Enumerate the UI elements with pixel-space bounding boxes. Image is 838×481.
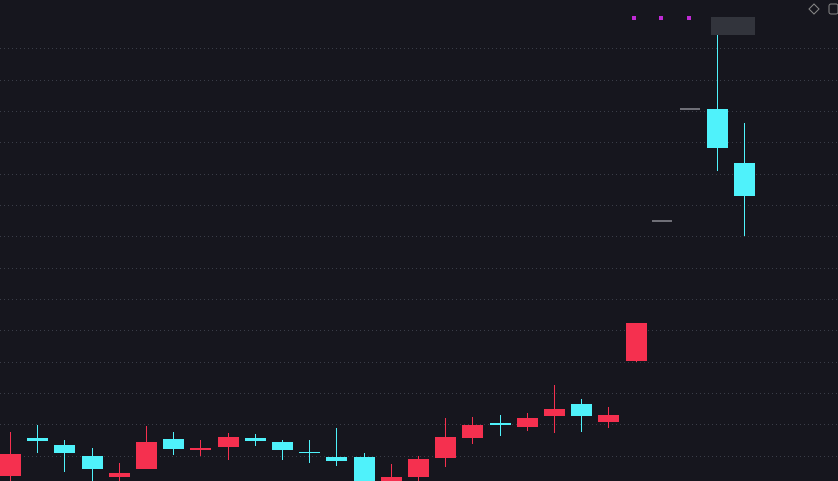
candle-body [54, 445, 75, 453]
candle-body [490, 423, 511, 425]
candle-body [272, 442, 293, 450]
panel-icon[interactable] [828, 3, 838, 15]
candle-body [598, 415, 619, 422]
candle-body [218, 437, 239, 447]
candle-body [517, 418, 538, 427]
indicator-dot [687, 16, 691, 20]
candle-body [27, 438, 48, 441]
candle-body [544, 409, 565, 416]
candle-body [82, 456, 103, 469]
candle-body [381, 477, 402, 481]
candle-body [707, 109, 728, 148]
candle-body [408, 459, 429, 477]
blurred-label [711, 17, 755, 35]
candle-body [435, 437, 456, 458]
candles [0, 35, 755, 481]
candle-body [626, 323, 647, 361]
candle-body [0, 454, 21, 476]
candle-body [326, 457, 347, 461]
indicator-dot [632, 16, 636, 20]
candle-body [109, 473, 130, 477]
candle-body [163, 439, 184, 449]
candle-body [190, 448, 211, 450]
indicator-dot [659, 16, 663, 20]
candle-body [136, 442, 157, 469]
candle-body [734, 163, 755, 196]
candle-body [462, 425, 483, 438]
candle-body [571, 404, 592, 416]
diamond-icon[interactable] [808, 3, 820, 15]
candle-body [354, 457, 375, 481]
candle-body [245, 438, 266, 441]
candle-body [299, 452, 320, 453]
